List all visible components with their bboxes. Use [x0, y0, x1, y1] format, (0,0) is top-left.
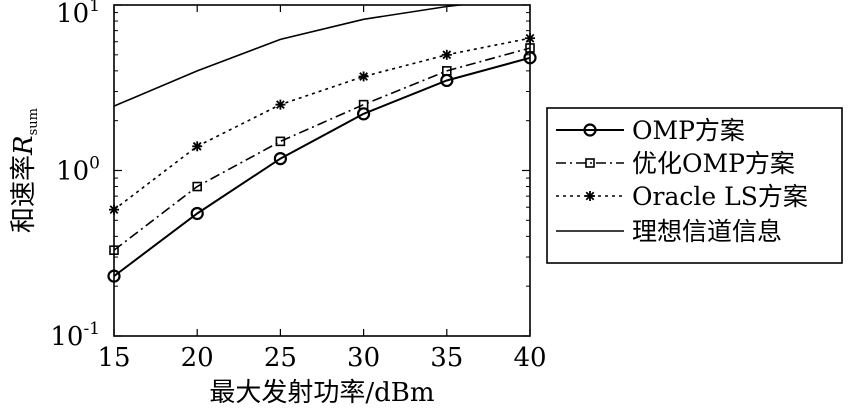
- x-tick-label: 30: [347, 343, 380, 373]
- marker-square: [441, 66, 452, 76]
- legend-item-1: 优化OMP方案: [556, 149, 795, 178]
- marker-square: [585, 158, 595, 168]
- marker-square: [358, 99, 369, 110]
- legend-label: OMP方案: [632, 116, 745, 145]
- plot-area: [107, 5, 537, 283]
- series-line: [114, 47, 530, 251]
- y-tick-label: 10-1: [50, 319, 100, 352]
- x-tick-label: 20: [181, 343, 214, 373]
- series-markers-1: [109, 43, 535, 255]
- y-axis-label: 和速率Rsum: [9, 108, 41, 233]
- marker-circle: [583, 123, 597, 137]
- series-line: [114, 5, 467, 107]
- legend-item-0: OMP方案: [556, 116, 745, 145]
- legend-item-3: 理想信道信息: [556, 217, 782, 246]
- series-3: [114, 5, 467, 107]
- legend-label: Oracle LS方案: [632, 182, 808, 211]
- x-tick-label: 15: [97, 343, 130, 373]
- marker-star: [192, 141, 203, 152]
- series-markers-2: [109, 33, 535, 215]
- series-markers-0: [107, 51, 537, 283]
- series-1: [114, 47, 530, 251]
- plot-frame: [113, 4, 531, 337]
- series-0: [114, 56, 530, 277]
- legend-item-2: Oracle LS方案: [556, 182, 808, 211]
- series-2: [114, 37, 530, 211]
- y-tick-label: 101: [56, 0, 100, 29]
- legend-box: [546, 107, 843, 264]
- x-tick-label: 25: [264, 343, 297, 373]
- x-tick-label: 40: [513, 343, 546, 373]
- x-tick-label: 35: [430, 343, 463, 373]
- marker-star: [358, 71, 369, 82]
- legend-label: 理想信道信息: [632, 217, 782, 246]
- series-line: [114, 37, 530, 211]
- marker-star: [275, 99, 286, 110]
- marker-circle: [190, 206, 204, 221]
- axes: 15 20 25 30 35 40 101 100 10-1 最大发射功率/dBm 和速率Rsum: [9, 0, 547, 408]
- marker-square: [275, 136, 286, 147]
- marker-square: [192, 181, 202, 192]
- x-axis-label: 最大发射功率/dBm: [209, 378, 434, 408]
- marker-star: [441, 49, 452, 60]
- y-tick-label: 100: [56, 154, 100, 187]
- marker-star: [585, 191, 595, 201]
- series-line: [114, 56, 530, 277]
- marker-circle: [273, 152, 287, 166]
- legend-label: 优化OMP方案: [632, 149, 795, 178]
